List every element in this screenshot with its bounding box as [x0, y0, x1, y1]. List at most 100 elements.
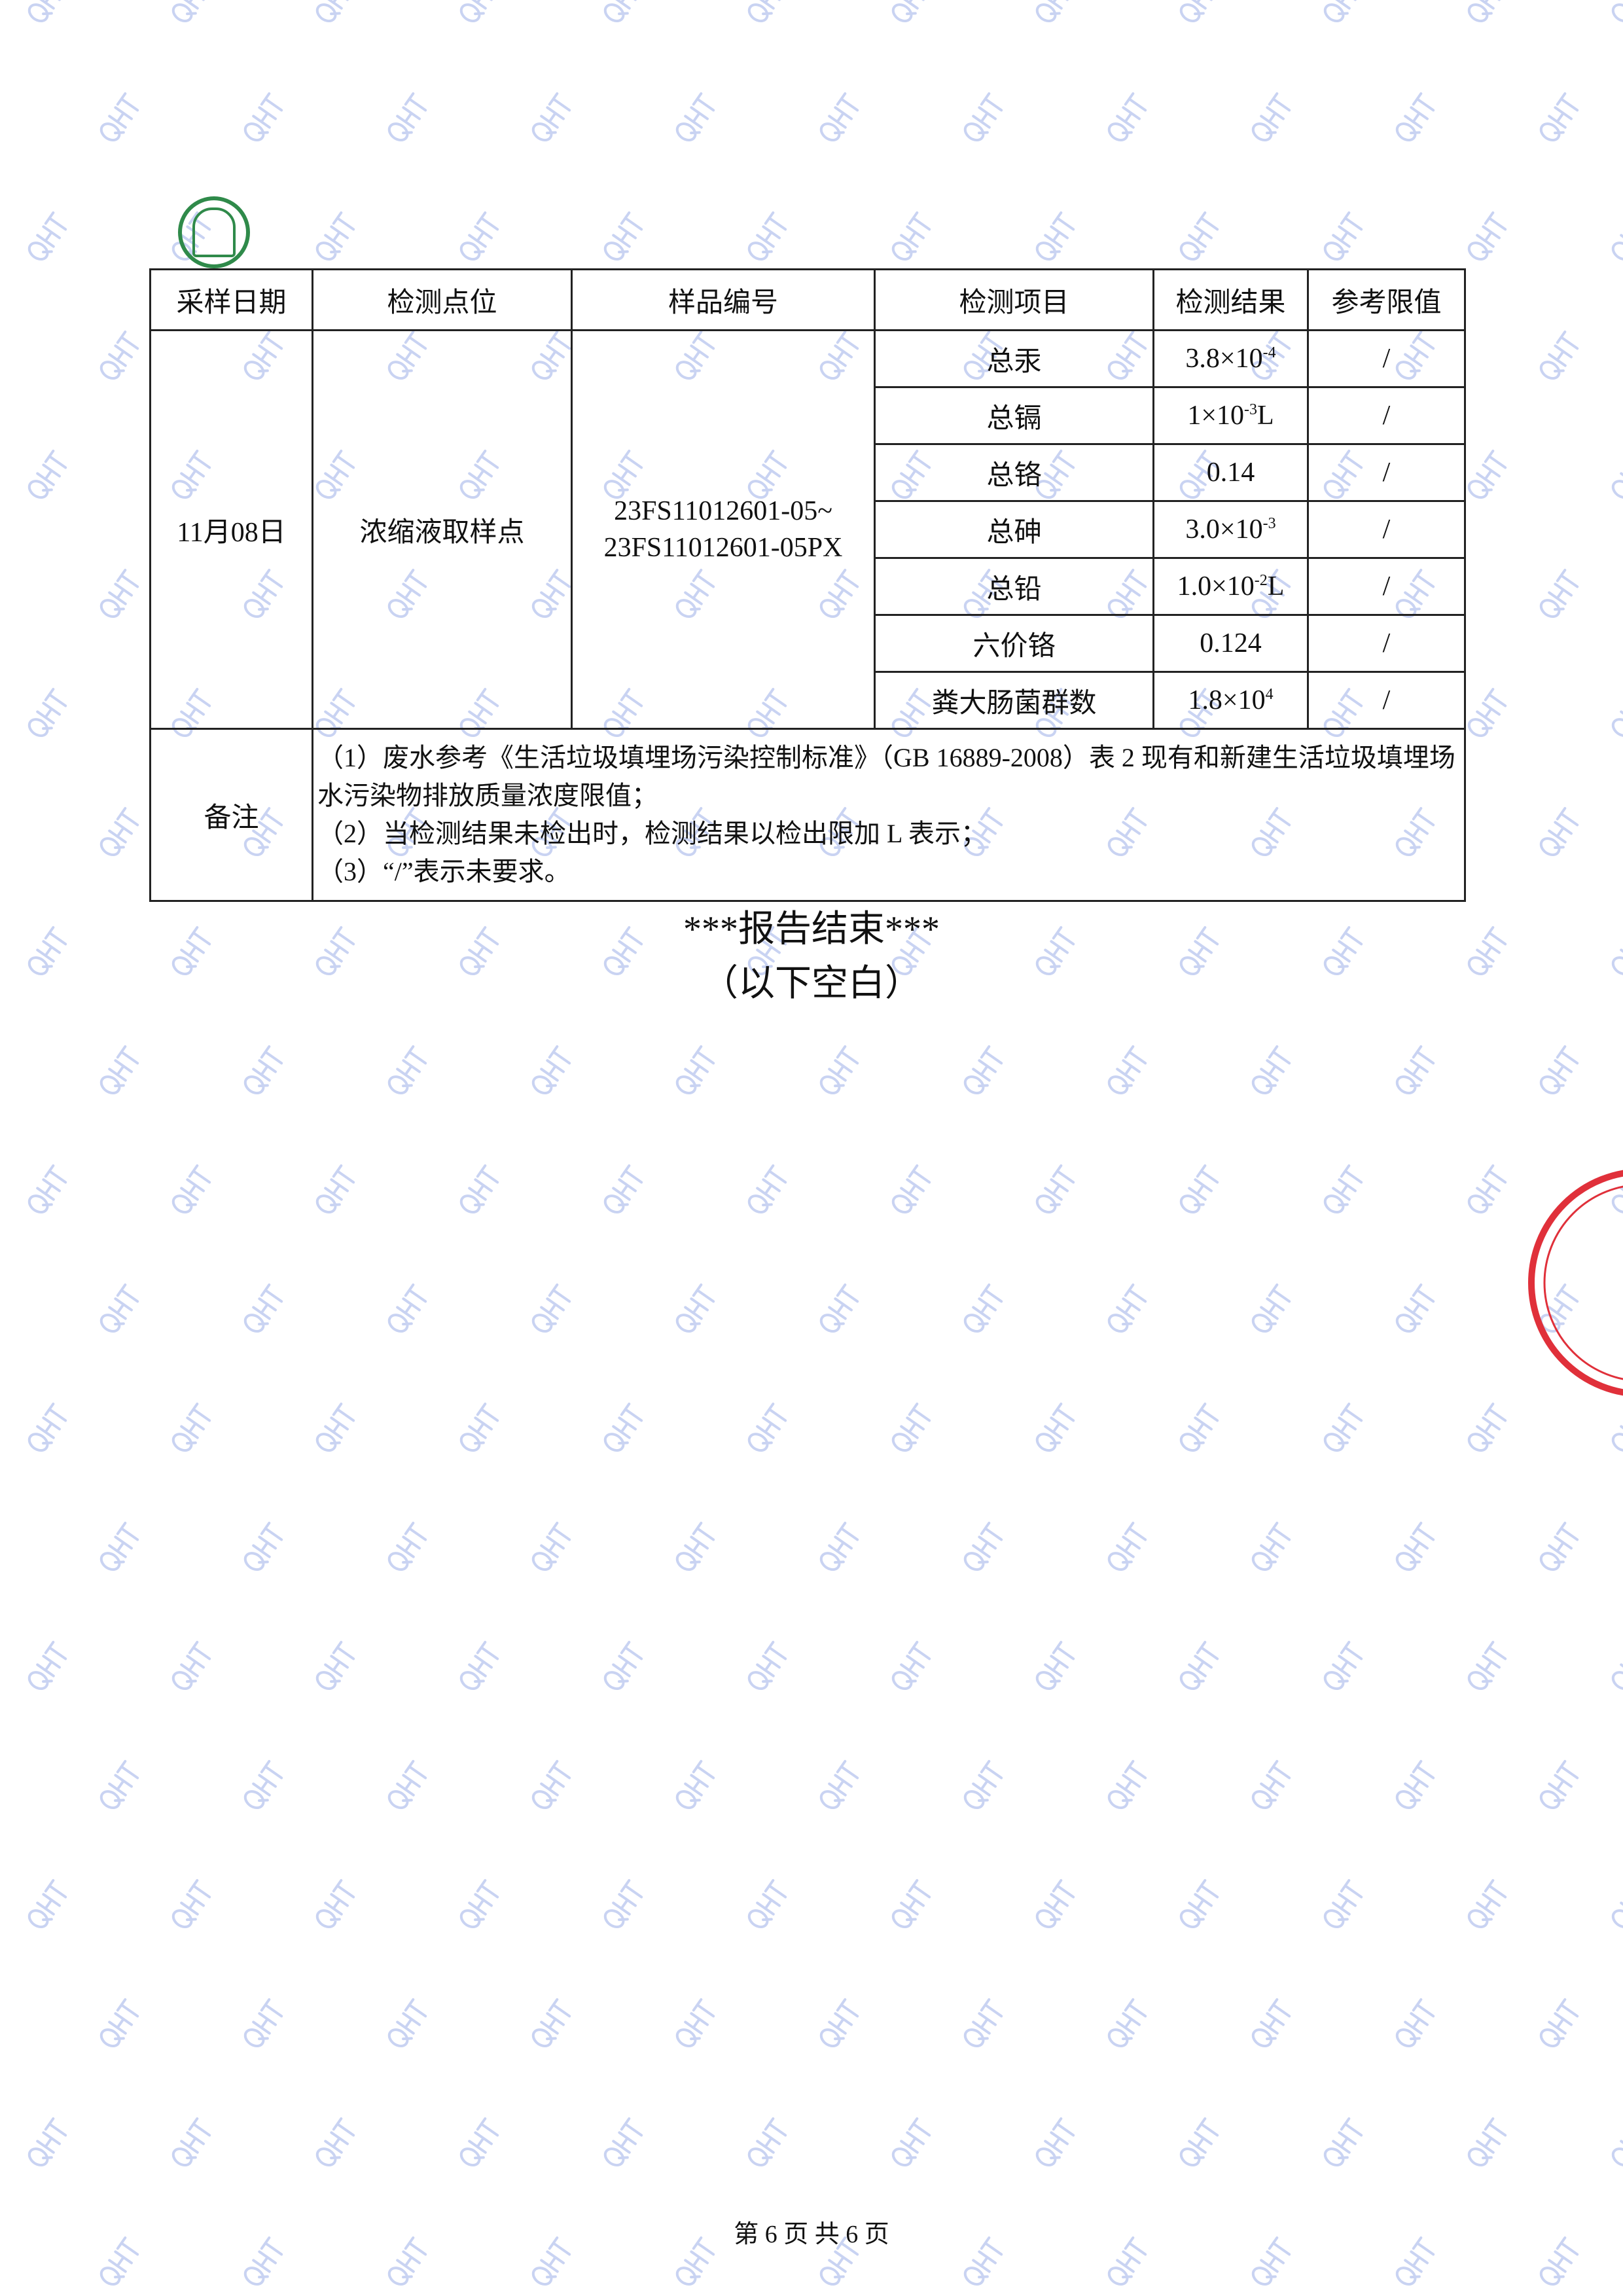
header-location: 检测点位 [312, 268, 573, 331]
watermark-mark [243, 1045, 283, 1095]
watermark-mark [387, 1045, 427, 1095]
watermark-mark [1395, 1998, 1435, 2048]
watermark-mark [747, 211, 787, 261]
watermark-mark [387, 92, 427, 142]
watermark-mark [1035, 1641, 1075, 1691]
watermark-mark [1611, 1879, 1623, 1929]
watermark-mark [819, 1522, 859, 1571]
watermark-mark [1107, 1045, 1147, 1095]
watermark-mark [1251, 1522, 1291, 1571]
test-item-cell: 总铅 [874, 557, 1154, 616]
watermark-mark [315, 1403, 355, 1452]
watermark-mark [459, 1641, 499, 1691]
watermark-mark [891, 2117, 931, 2167]
watermark-mark [1467, 1641, 1507, 1691]
watermark-mark [1467, 2117, 1507, 2167]
result-base: 1.0×10 [1177, 571, 1255, 601]
watermark-mark [675, 1045, 715, 1095]
result-suffix: L [1257, 401, 1274, 431]
watermark-mark [27, 688, 67, 738]
watermark-mark [1539, 1522, 1579, 1571]
watermark-mark [1395, 1760, 1435, 1810]
watermark-mark [963, 1760, 1003, 1810]
watermark-mark [891, 1641, 931, 1691]
test-item-cell: 总汞 [874, 329, 1154, 388]
table-row: 六价铬 0.124 / [151, 614, 1466, 673]
watermark-mark [1251, 1998, 1291, 2048]
watermark-mark [1539, 1045, 1579, 1095]
watermark-mark [387, 1522, 427, 1571]
watermark-mark [315, 1164, 355, 1214]
result-cell: 0.14 [1152, 443, 1309, 502]
watermark-mark [891, 211, 931, 261]
company-logo [178, 196, 250, 268]
watermark-mark [315, 211, 355, 261]
watermark-mark [963, 1522, 1003, 1571]
watermark-mark [1179, 211, 1219, 261]
watermark-mark [99, 331, 139, 380]
watermark-mark [819, 1998, 859, 2048]
watermark-mark [1323, 1164, 1363, 1214]
watermark-mark [1467, 1403, 1507, 1452]
watermark-mark [1611, 1641, 1623, 1691]
watermark-mark [99, 1045, 139, 1095]
watermark-mark [387, 1760, 427, 1810]
watermark-mark [531, 1760, 571, 1810]
watermark-mark [1107, 1998, 1147, 2048]
result-cell: 3.8×10-4 [1152, 329, 1309, 388]
result-cell: 1.0×10-2L [1152, 557, 1309, 616]
watermark-mark [1251, 1283, 1291, 1333]
results-table: 采样日期 检测点位 样品编号 检测项目 检测结果 参考限值 11月08日 浓缩液取… [149, 268, 1466, 902]
watermark-mark [747, 1403, 787, 1452]
result-exponent: -2 [1254, 572, 1268, 589]
watermark-mark [171, 1403, 211, 1452]
watermark-mark [1035, 1164, 1075, 1214]
note-2: （2）当检测结果未检出时，检测结果以检出限加 L 表示； [317, 819, 987, 848]
watermark-mark [1539, 1998, 1579, 2048]
watermark-mark [747, 0, 787, 23]
watermark-mark [1395, 1522, 1435, 1571]
watermark-mark [531, 1522, 571, 1571]
notes-content: （1）废水参考《生活垃圾填埋场污染控制标准》（GB 16889-2008）表 2… [312, 728, 1466, 902]
watermark-mark [1395, 1045, 1435, 1095]
location-cell: 浓缩液取样点 [312, 329, 573, 730]
limit-cell: / [1307, 329, 1466, 388]
limit-cell: / [1307, 671, 1466, 730]
test-item-cell: 六价铬 [874, 614, 1154, 673]
watermark-mark [99, 569, 139, 619]
watermark-mark [27, 0, 67, 23]
watermark-mark [243, 1760, 283, 1810]
watermark-mark [1035, 1403, 1075, 1452]
watermark-mark [27, 450, 67, 499]
table-row: 总砷 3.0×10-3/ [151, 500, 1466, 559]
watermark-mark [891, 1403, 931, 1452]
watermark-mark [1107, 1522, 1147, 1571]
watermark-mark [1539, 569, 1579, 619]
watermark-mark [603, 0, 643, 23]
table-header-row: 采样日期 检测点位 样品编号 检测项目 检测结果 参考限值 [149, 268, 1466, 331]
watermark-mark [1611, 211, 1623, 261]
watermark-mark [603, 1879, 643, 1929]
watermark-mark [1179, 2117, 1219, 2167]
watermark-mark [1467, 0, 1507, 23]
watermark-mark [1323, 0, 1363, 23]
watermark-mark [27, 211, 67, 261]
watermark-mark [1179, 0, 1219, 23]
result-cell: 1.8×104 [1152, 671, 1309, 730]
watermark-mark [1323, 1641, 1363, 1691]
watermark-mark [1179, 1164, 1219, 1214]
table-row: 11月08日 浓缩液取样点 23FS11012601-05~ 23FS11012601… [149, 329, 1466, 730]
watermark-mark [315, 1641, 355, 1691]
watermark-mark [531, 92, 571, 142]
watermark-mark [459, 1164, 499, 1214]
table-row: 总铅 1.0×10-2L / [151, 557, 1466, 616]
result-base: 1.8×10 [1188, 685, 1266, 715]
watermark-mark [1467, 211, 1507, 261]
watermark-mark [459, 0, 499, 23]
watermark-mark [99, 807, 139, 857]
watermark-mark [963, 1045, 1003, 1095]
watermark-mark [1539, 331, 1579, 380]
watermark-mark [1395, 1283, 1435, 1333]
result-cell: 3.0×10-3 [1152, 500, 1309, 559]
result-exponent: -4 [1262, 344, 1276, 361]
